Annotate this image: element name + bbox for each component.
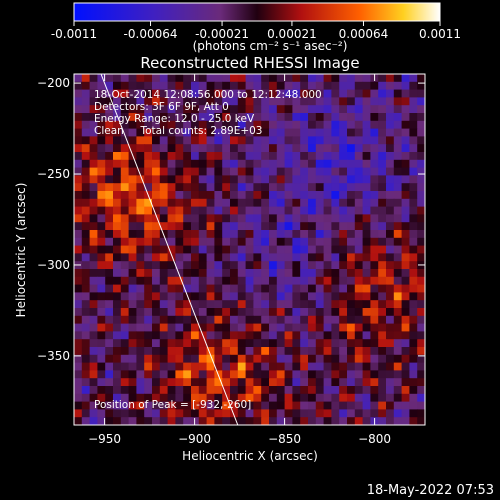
annotation-peak-position: Position of Peak = [-932,-260]	[94, 399, 251, 411]
y-axis-ticks: −200 −250 −300 −350	[37, 76, 425, 363]
x-tick-label: −950	[88, 432, 121, 446]
colorbar-tick-label: -0.00064	[124, 27, 178, 41]
solar-limb-line	[100, 74, 239, 425]
x-tick-label: −850	[268, 432, 301, 446]
annotation-energy-range: Energy Range: 12.0 - 25.0 keV	[94, 113, 255, 125]
annotation-time-range: 18-Oct-2014 12:08:56.000 to 12:12:48.000	[94, 89, 322, 101]
x-axis-ticks: −950 −900 −850 −800	[88, 74, 391, 446]
annotation-clean-counts: Clean Total counts: 2.89E+03	[94, 125, 263, 137]
colorbar-tick-label: -0.0011	[51, 27, 97, 41]
colorbar-ticks: -0.0011 -0.00064 -0.00021 0.00021 0.00064 0.0…	[51, 21, 461, 41]
colorbar-tick-label: 0.00021	[267, 27, 317, 41]
plot-frame	[73, 73, 426, 426]
annotation-detectors: Detectors: 3F 6F 9F, Att 0	[94, 101, 229, 113]
footer-timestamp: 18-May-2022 07:53	[367, 483, 494, 498]
colorbar	[73, 2, 441, 22]
colorbar-tick-label: 0.0011	[419, 27, 461, 41]
y-tick-label: −350	[37, 349, 70, 363]
x-tick-label: −900	[178, 432, 211, 446]
heatmap	[74, 74, 425, 425]
y-tick-label: −250	[37, 167, 70, 181]
y-tick-label: −300	[37, 258, 70, 272]
x-tick-label: −800	[358, 432, 391, 446]
x-axis-title: Heliocentric X (arcsec)	[182, 449, 318, 463]
colorbar-units: (photons cm⁻² s⁻¹ asec⁻²)	[193, 39, 348, 53]
chart-title: Reconstructed RHESSI Image	[140, 54, 359, 72]
colorbar-tick-label: 0.00064	[339, 27, 389, 41]
colorbar-tick-label: -0.00021	[195, 27, 249, 41]
y-tick-label: −200	[37, 76, 70, 90]
y-axis-title: Heliocentric Y (arcsec)	[14, 183, 28, 318]
